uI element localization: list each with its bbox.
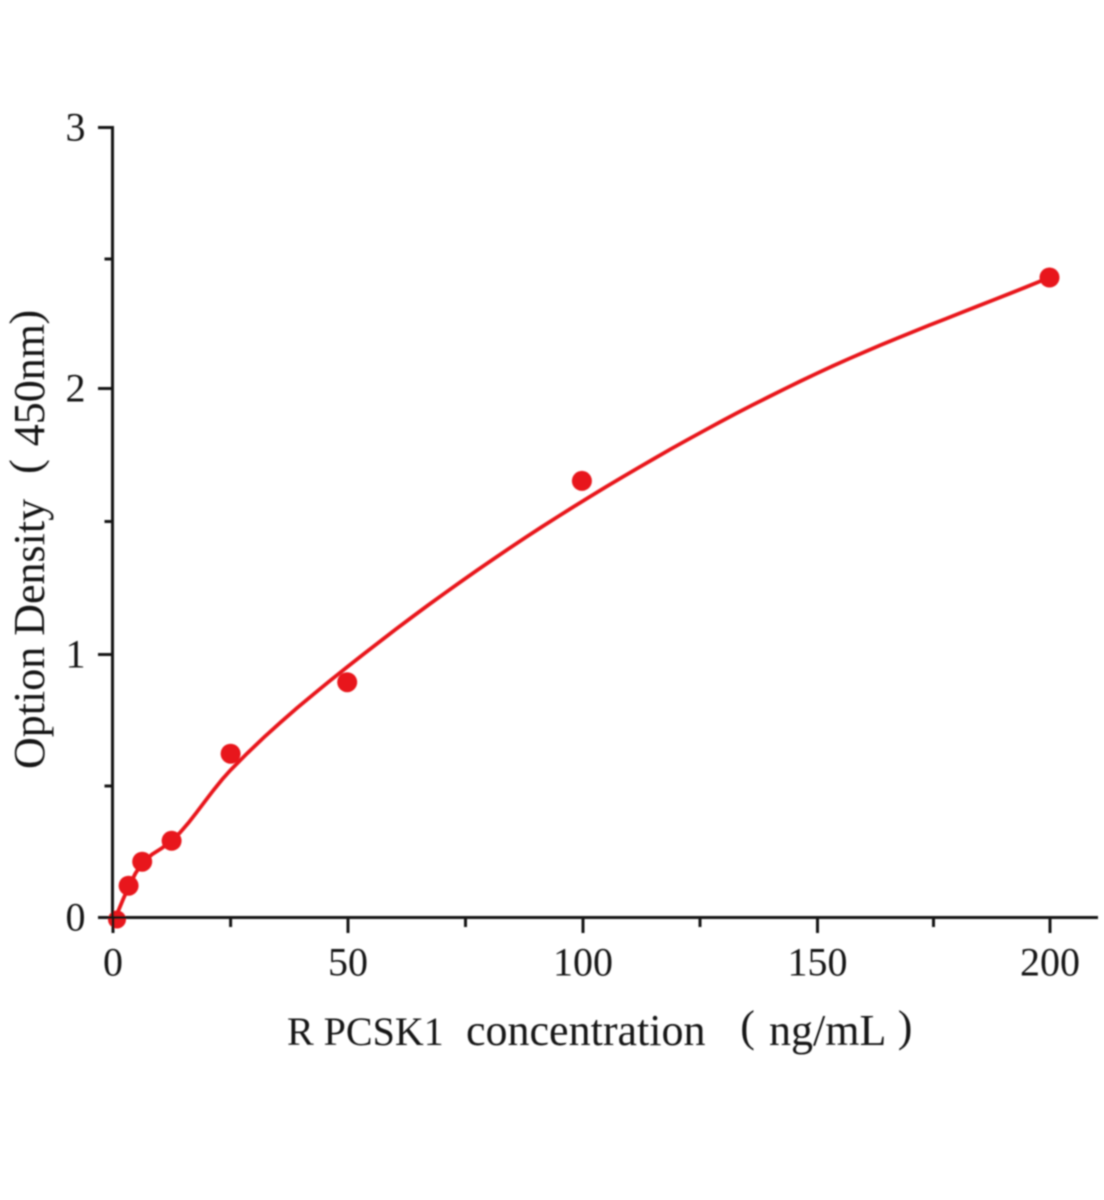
svg-text:3: 3 — [66, 105, 86, 150]
svg-text:200: 200 — [1020, 940, 1080, 985]
svg-text:1: 1 — [66, 632, 86, 677]
svg-text:concentration: concentration — [466, 1006, 705, 1055]
svg-text:(: ( — [1, 459, 50, 474]
svg-text:450nm: 450nm — [5, 324, 54, 446]
svg-text:0: 0 — [66, 895, 86, 940]
svg-text:Option Density: Option Density — [5, 499, 54, 769]
svg-text:150: 150 — [788, 940, 848, 985]
svg-text:2: 2 — [66, 366, 86, 411]
svg-text:ng/mL: ng/mL — [769, 1006, 886, 1055]
svg-text:50: 50 — [328, 940, 368, 985]
svg-text:): ) — [1, 310, 50, 325]
svg-text:R PCSK1: R PCSK1 — [287, 1009, 444, 1054]
svg-text:): ) — [898, 1002, 913, 1051]
svg-text:0: 0 — [103, 940, 123, 985]
svg-text:100: 100 — [553, 940, 613, 985]
svg-text:(: ( — [740, 1002, 755, 1051]
